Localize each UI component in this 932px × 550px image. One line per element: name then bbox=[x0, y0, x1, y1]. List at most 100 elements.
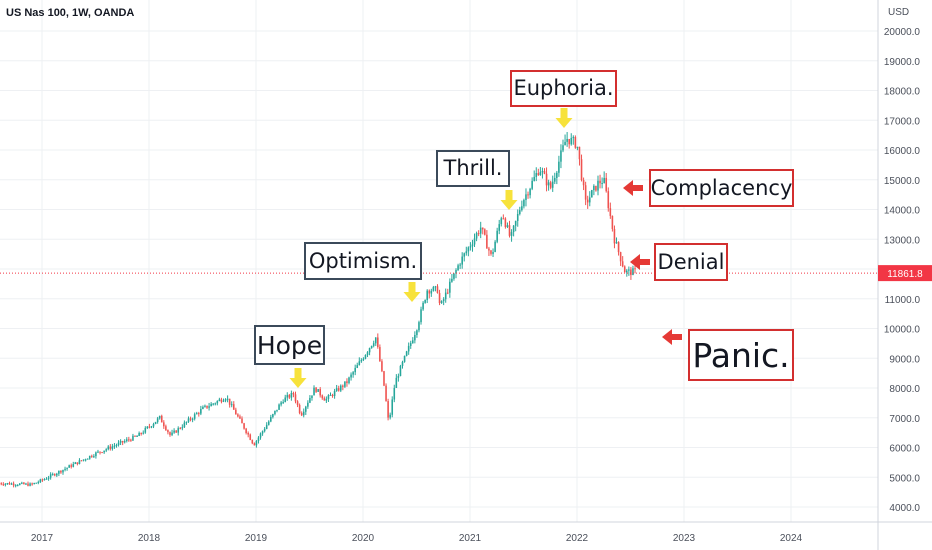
candle bbox=[4, 483, 7, 487]
candle bbox=[187, 416, 190, 423]
candle-body bbox=[72, 464, 75, 467]
candle bbox=[241, 416, 243, 424]
y-tick-label: 16000.0 bbox=[884, 146, 921, 157]
candle-body bbox=[152, 424, 155, 427]
candle bbox=[51, 472, 54, 476]
candle bbox=[426, 289, 428, 304]
candle bbox=[220, 397, 223, 404]
candle bbox=[274, 410, 276, 416]
candle bbox=[372, 340, 375, 348]
candle-body bbox=[481, 227, 484, 230]
candle bbox=[442, 297, 445, 306]
candle bbox=[621, 256, 624, 268]
candle bbox=[103, 450, 105, 454]
candle-body bbox=[105, 449, 107, 451]
candle-body bbox=[430, 290, 433, 294]
candle-body bbox=[276, 409, 278, 411]
candle-body bbox=[220, 399, 223, 402]
candle-body bbox=[191, 418, 194, 420]
y-tick-label: 18000.0 bbox=[884, 87, 921, 98]
candle-body bbox=[584, 185, 587, 200]
left-arrow-icon bbox=[630, 254, 650, 270]
candle-body bbox=[333, 391, 336, 396]
candle-body bbox=[409, 343, 412, 346]
candle-body bbox=[352, 372, 354, 375]
currency-label: USD bbox=[888, 7, 909, 18]
candle-body bbox=[121, 441, 124, 443]
x-tick-label: 2020 bbox=[352, 533, 375, 544]
candle bbox=[263, 427, 266, 433]
candle bbox=[154, 421, 157, 425]
left-arrow-icon bbox=[623, 180, 643, 196]
candle bbox=[300, 411, 303, 417]
candle bbox=[239, 414, 241, 419]
candle-body bbox=[399, 365, 402, 377]
candle-body bbox=[204, 405, 206, 407]
y-tick-label: 11000.0 bbox=[885, 295, 921, 306]
candle-body bbox=[189, 418, 192, 420]
candle bbox=[255, 440, 258, 448]
candle-body bbox=[525, 194, 527, 200]
candle-body bbox=[411, 340, 414, 344]
candle-body bbox=[41, 479, 44, 481]
candle-body bbox=[228, 398, 231, 405]
candle-body bbox=[611, 215, 614, 229]
candle-body bbox=[206, 405, 208, 408]
candle-body bbox=[4, 483, 7, 485]
candle bbox=[315, 387, 317, 393]
candle bbox=[278, 403, 280, 410]
candle bbox=[393, 384, 396, 403]
candle bbox=[397, 373, 400, 382]
candle bbox=[329, 392, 332, 396]
candle-body bbox=[360, 359, 363, 362]
candle-body bbox=[302, 411, 305, 416]
candle bbox=[564, 134, 566, 146]
x-tick-label: 2023 bbox=[673, 533, 696, 544]
candle-body bbox=[377, 337, 379, 348]
candle-body bbox=[237, 414, 239, 417]
candle bbox=[436, 284, 439, 294]
candle-body bbox=[574, 137, 577, 148]
candle bbox=[307, 400, 309, 409]
candle bbox=[171, 429, 173, 437]
candle bbox=[29, 482, 31, 487]
candle bbox=[348, 376, 350, 385]
candle-body bbox=[208, 406, 210, 408]
candle-body bbox=[173, 430, 175, 433]
candle-body bbox=[346, 381, 348, 384]
candle-body bbox=[372, 343, 375, 346]
candle-body bbox=[471, 244, 474, 247]
candle-body bbox=[484, 229, 486, 235]
candle-body bbox=[393, 387, 396, 400]
candle-body bbox=[142, 432, 145, 434]
candle-body bbox=[496, 230, 498, 242]
candle bbox=[228, 398, 231, 408]
candle bbox=[204, 404, 206, 408]
candle bbox=[160, 414, 163, 423]
candle-body bbox=[187, 418, 190, 422]
candle-body bbox=[438, 293, 441, 303]
candle bbox=[47, 475, 50, 481]
candle-body bbox=[556, 172, 558, 178]
candle bbox=[574, 135, 577, 149]
candle bbox=[566, 132, 568, 147]
candle bbox=[391, 396, 394, 418]
candle-body bbox=[311, 395, 313, 399]
candle-body bbox=[601, 183, 603, 185]
candle bbox=[60, 470, 62, 474]
chart-grid bbox=[0, 0, 878, 522]
candle-body bbox=[625, 270, 628, 273]
candle bbox=[484, 228, 486, 236]
candle bbox=[294, 391, 297, 404]
candle bbox=[173, 428, 175, 434]
x-tick-label: 2022 bbox=[566, 533, 589, 544]
candle-body bbox=[284, 397, 287, 403]
candle-body bbox=[512, 225, 515, 233]
candle bbox=[465, 246, 468, 256]
candle bbox=[95, 451, 97, 459]
x-tick-label: 2017 bbox=[31, 533, 54, 544]
candle-body bbox=[547, 182, 550, 186]
candle bbox=[562, 139, 564, 153]
candle bbox=[237, 413, 239, 418]
